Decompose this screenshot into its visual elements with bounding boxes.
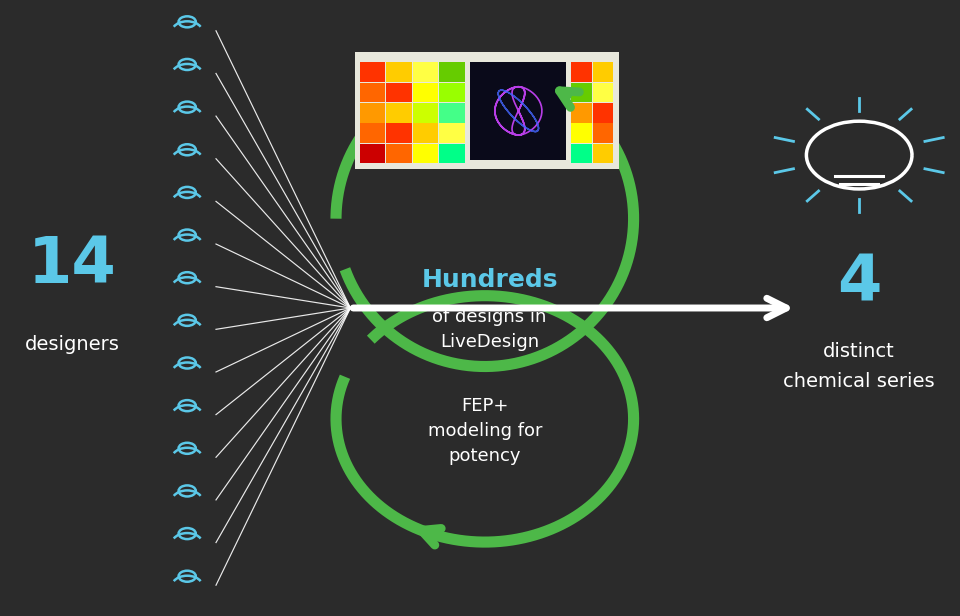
Bar xyxy=(413,123,438,143)
Text: 14: 14 xyxy=(28,234,116,296)
Bar xyxy=(440,144,465,163)
Bar xyxy=(386,83,412,102)
Bar xyxy=(571,103,591,123)
Text: distinct: distinct xyxy=(824,342,895,360)
Bar xyxy=(592,103,613,123)
Bar xyxy=(386,144,412,163)
Bar xyxy=(440,103,465,123)
Text: 4: 4 xyxy=(837,253,881,314)
Bar xyxy=(440,123,465,143)
Text: chemical series: chemical series xyxy=(783,373,935,391)
Bar xyxy=(592,62,613,82)
Text: FEP+
modeling for
potency: FEP+ modeling for potency xyxy=(427,397,542,465)
Text: of designs in
LiveDesign: of designs in LiveDesign xyxy=(432,308,547,351)
Bar xyxy=(571,62,591,82)
Bar xyxy=(413,83,438,102)
Bar xyxy=(386,103,412,123)
Bar xyxy=(440,83,465,102)
Text: Hundreds: Hundreds xyxy=(421,269,558,292)
Bar xyxy=(386,123,412,143)
Bar xyxy=(355,52,619,169)
Bar xyxy=(470,62,566,160)
Bar xyxy=(386,62,412,82)
Bar xyxy=(592,83,613,102)
Bar xyxy=(413,144,438,163)
Bar xyxy=(592,123,613,143)
Bar xyxy=(571,123,591,143)
Bar xyxy=(413,103,438,123)
Bar xyxy=(413,62,438,82)
Text: designers: designers xyxy=(25,336,119,354)
Bar xyxy=(360,83,385,102)
Bar xyxy=(592,144,613,163)
Bar xyxy=(571,144,591,163)
Bar xyxy=(440,62,465,82)
Bar xyxy=(360,144,385,163)
Bar xyxy=(360,123,385,143)
Bar xyxy=(360,62,385,82)
Bar xyxy=(571,83,591,102)
Bar xyxy=(360,103,385,123)
